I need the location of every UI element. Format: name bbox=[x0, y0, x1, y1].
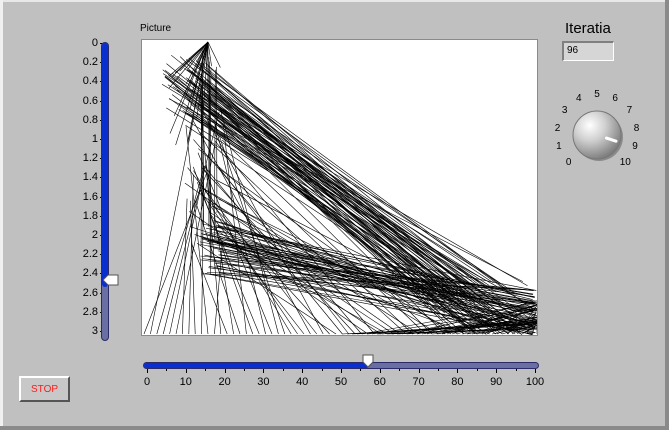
knob[interactable] bbox=[570, 108, 625, 163]
knob-tick-label: 2 bbox=[554, 122, 561, 134]
panel-border bbox=[0, 0, 669, 2]
horizontal-slider-tick-mark bbox=[185, 369, 187, 373]
vertical-slider-fill bbox=[102, 43, 108, 288]
horizontal-slider-tick-mark bbox=[224, 369, 226, 373]
vertical-slider-tick-label: 0.2 bbox=[70, 57, 104, 68]
vertical-slider-tick-label: 0 bbox=[70, 38, 104, 49]
horizontal-slider-tick-mark bbox=[341, 369, 342, 373]
knob-tick-label: 1 bbox=[556, 141, 562, 153]
horizontal-slider-tick-mark bbox=[457, 369, 459, 373]
vertical-slider-tick-label: 1 bbox=[70, 134, 104, 145]
knob-tick-label: 7 bbox=[626, 105, 633, 117]
horizontal-slider-tick-label: 90 bbox=[490, 376, 503, 388]
knob-control: 0 1 2 3 4 5 6 7 8 9 10 bbox=[550, 88, 650, 183]
picture-line-art bbox=[143, 41, 537, 335]
horizontal-slider-minor-tick bbox=[476, 369, 478, 371]
iteratia-indicator: 96 bbox=[562, 41, 614, 61]
horizontal-slider-tick-label: 30 bbox=[257, 376, 270, 388]
vertical-slider-thumb[interactable] bbox=[103, 274, 119, 286]
horizontal-slider-tick-mark bbox=[379, 369, 381, 373]
panel-border bbox=[0, 0, 3, 430]
horizontal-slider-minor-tick bbox=[282, 369, 284, 371]
horizontal-slider-minor-tick bbox=[166, 369, 168, 371]
knob-tick-label: 3 bbox=[561, 105, 568, 117]
vertical-slider-tick-label: 2 bbox=[70, 230, 104, 241]
horizontal-slider-scale: 0 10 20 30 40 50 60 70 80 90 100 bbox=[143, 369, 544, 389]
knob-tick-label: 9 bbox=[632, 141, 638, 153]
horizontal-slider-tick-label: 20 bbox=[218, 376, 231, 388]
knob-tick-label: 5 bbox=[594, 89, 600, 100]
horizontal-slider-minor-tick bbox=[438, 369, 439, 371]
horizontal-slider-minor-tick bbox=[205, 369, 207, 371]
vertical-slider-tick-label: 2.2 bbox=[70, 249, 104, 260]
panel-border bbox=[0, 426, 669, 430]
horizontal-slider-tick-label: 60 bbox=[373, 376, 386, 388]
horizontal-slider-tick-mark bbox=[418, 369, 420, 373]
knob-tick-label: 0 bbox=[565, 157, 572, 169]
knob-tick-label: 8 bbox=[633, 122, 640, 134]
horizontal-slider-tick-mark bbox=[147, 369, 148, 373]
horizontal-slider-tick-label: 40 bbox=[296, 376, 309, 388]
horizontal-slider-tick-label: 0 bbox=[143, 376, 151, 388]
vertical-slider-tick-label: 0.6 bbox=[70, 95, 104, 107]
vertical-slider-tick-label: 2.8 bbox=[70, 306, 104, 318]
iteratia-label: Iteratia bbox=[565, 20, 611, 37]
horizontal-slider-track[interactable] bbox=[143, 362, 539, 369]
horizontal-slider-tick-label: 50 bbox=[334, 376, 348, 388]
horizontal-slider-tick-mark bbox=[496, 369, 498, 373]
horizontal-slider-minor-tick bbox=[321, 369, 323, 371]
horizontal-slider-fill bbox=[144, 363, 370, 368]
stop-button[interactable]: STOP bbox=[19, 376, 70, 402]
vertical-slider-tick-label: 0.4 bbox=[70, 76, 104, 87]
vertical-slider-scale: 0 0.2 0.4 0.6 0.8 1 1.2 1.4 1.6 1.8 2 2.2 2.4 2.6 2.8 3 bbox=[70, 38, 104, 340]
vertical-slider-tick-label: 2.6 bbox=[70, 287, 104, 299]
horizontal-slider-minor-tick bbox=[515, 369, 517, 371]
vertical-slider-tick-label: 3 bbox=[70, 326, 104, 337]
vertical-slider-tick-label: 1.4 bbox=[70, 172, 104, 183]
picture-canvas bbox=[143, 41, 537, 335]
knob-tick-label: 6 bbox=[612, 93, 618, 105]
vertical-slider-tick-label: 1.6 bbox=[70, 191, 104, 203]
knob-pointer bbox=[605, 136, 618, 143]
horizontal-slider-minor-tick bbox=[244, 369, 245, 371]
horizontal-slider-tick-label: 70 bbox=[412, 376, 425, 388]
vertical-slider-track[interactable] bbox=[101, 42, 109, 341]
horizontal-slider-tick-mark bbox=[263, 369, 265, 373]
horizontal-slider-minor-tick bbox=[360, 369, 362, 371]
vertical-slider-tick-label: 1.8 bbox=[70, 210, 104, 222]
picture-display bbox=[141, 39, 538, 336]
panel-border bbox=[665, 0, 669, 430]
horizontal-slider-tick-label: 80 bbox=[451, 376, 464, 388]
horizontal-slider-tick-label: 100 bbox=[525, 376, 545, 388]
knob-tick-label: 4 bbox=[576, 93, 582, 105]
vertical-slider-tick-label: 2.4 bbox=[70, 268, 104, 279]
knob-tick-label: 10 bbox=[619, 157, 631, 169]
horizontal-slider-tick-mark bbox=[302, 369, 304, 373]
horizontal-slider-tick-mark bbox=[535, 369, 536, 373]
horizontal-slider-tick-label: 10 bbox=[179, 376, 192, 388]
picture-label: Picture bbox=[140, 23, 172, 34]
horizontal-slider-minor-tick bbox=[399, 369, 401, 371]
horizontal-slider-thumb[interactable] bbox=[362, 354, 374, 368]
vertical-slider-tick-label: 1.2 bbox=[70, 153, 104, 164]
vertical-slider-tick-label: 0.8 bbox=[70, 114, 104, 126]
